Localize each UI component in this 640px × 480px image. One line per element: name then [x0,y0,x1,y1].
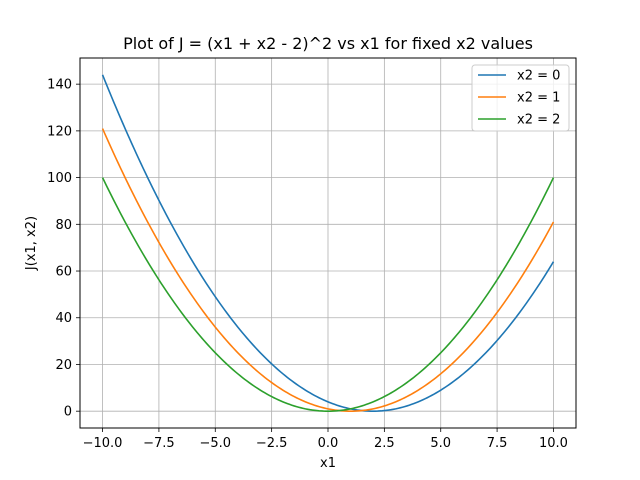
x-tick-label: −10.0 [83,436,123,451]
x-tick-label: −5.0 [199,436,231,451]
chart-title: Plot of J = (x1 + x2 - 2)^2 vs x1 for fi… [123,34,533,53]
legend: x2 = 0 x2 = 1 x2 = 2 [471,64,570,132]
y-tick-label: 60 [55,265,72,280]
series-line [101,128,555,412]
x-tick-label: 5.0 [430,436,451,451]
x-tick-label: 2.5 [374,436,395,451]
x-axis-label: x1 [320,456,336,471]
y-tick-label: 0 [64,405,72,420]
series-lines [101,74,555,412]
legend-label: x2 = 1 [517,91,560,106]
x-tick-label: 10.0 [539,436,568,451]
legend-box [471,64,570,132]
legend-label: x2 = 2 [517,113,560,128]
x-axis: −10.0 −7.5 −5.0 −2.5 0.0 2.5 5.0 7.5 10.0 [83,428,568,451]
series-line [101,74,555,412]
y-tick-label: 120 [47,124,72,139]
x-tick-label: 0.0 [318,436,339,451]
y-tick-label: 20 [55,358,72,373]
x-tick-label: −7.5 [143,436,175,451]
x-tick-label: 7.5 [487,436,508,451]
y-tick-label: 140 [47,78,72,93]
y-axis-label: J(x1, x2) [24,216,39,271]
y-tick-label: 80 [55,218,72,233]
y-tick-label: 40 [55,311,72,326]
x-tick-label: −2.5 [256,436,288,451]
y-tick-label: 100 [47,171,72,186]
y-axis: 0 20 40 60 80 100 120 140 [47,78,80,420]
legend-label: x2 = 0 [517,69,560,84]
series-line [101,177,555,412]
